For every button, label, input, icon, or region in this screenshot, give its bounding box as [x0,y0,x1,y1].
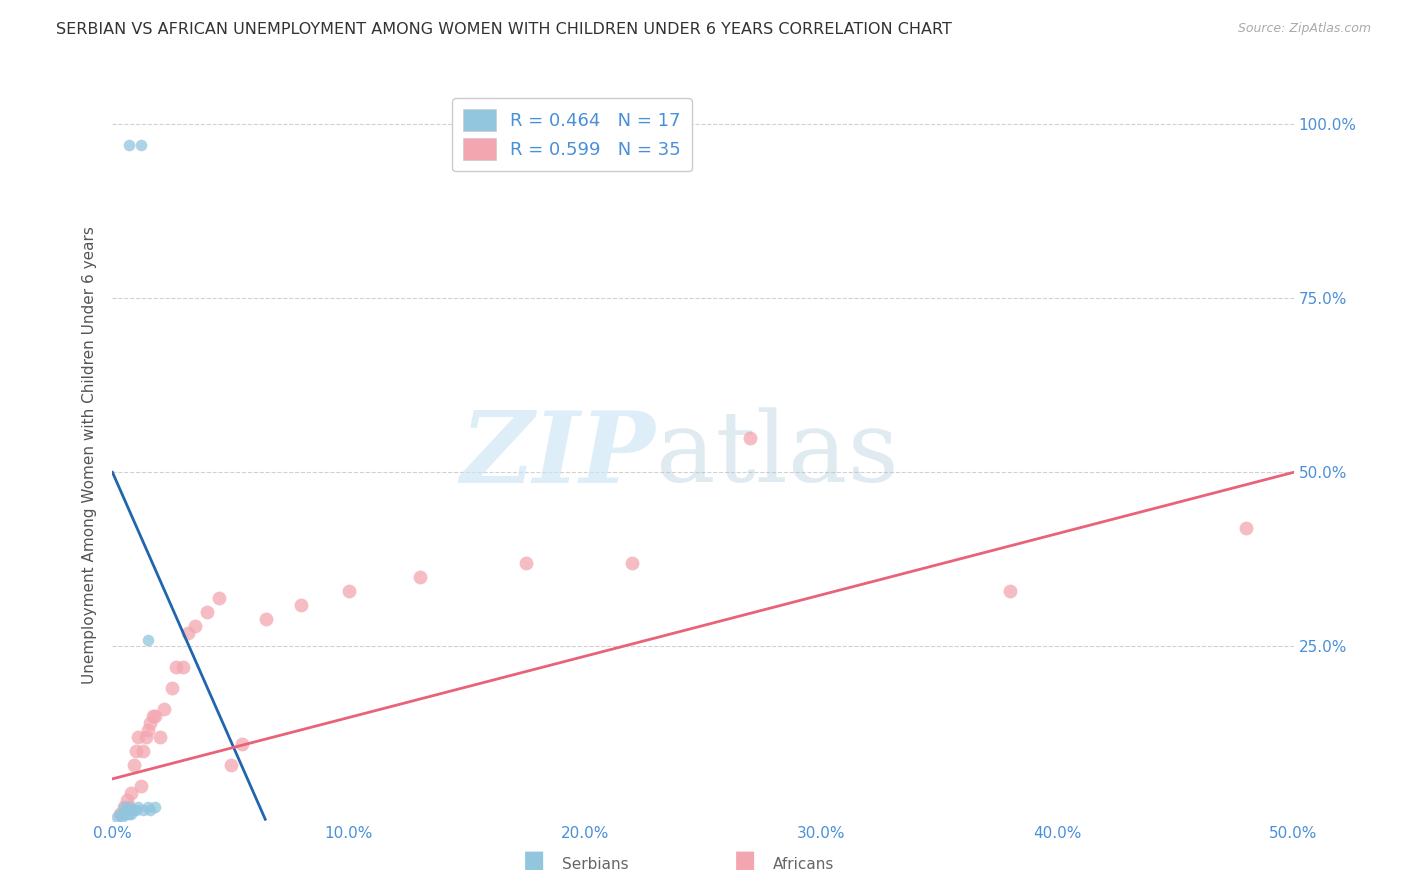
Point [122,758,145,772]
Point [172,660,194,674]
Point [118,799,141,814]
Point [118,799,141,814]
Point [998,583,1021,598]
Point [135,730,157,744]
Point [515,556,537,570]
Point [1234,521,1257,535]
Point [129,137,152,152]
Point [127,799,149,814]
Point [115,793,138,807]
Point [136,799,159,814]
Point [337,583,360,598]
Point [112,799,135,814]
Point [115,803,138,817]
Point [184,618,207,632]
Point [153,702,176,716]
Point [208,591,231,605]
Point [125,744,148,758]
Point [139,716,162,731]
Point [125,803,148,817]
Point [111,810,134,824]
Point [143,799,166,814]
Point [136,632,159,647]
Point [115,806,138,821]
Point [160,681,183,696]
Text: ■: ■ [734,848,756,872]
Point [112,799,135,814]
Text: ■: ■ [523,848,546,872]
Point [120,806,142,821]
Point [143,709,166,723]
Y-axis label: Unemployment Among Women with Children Under 6 years: Unemployment Among Women with Children U… [82,226,97,684]
Point [231,737,253,751]
Point [127,730,149,744]
Point [132,744,155,758]
Point [254,612,277,626]
Point [129,779,152,793]
Point [132,803,155,817]
Text: Serbians: Serbians [562,857,628,872]
Point [118,806,141,821]
Point [136,723,159,737]
Point [112,806,135,821]
Text: ZIP: ZIP [461,407,655,503]
Point [740,430,762,444]
Point [219,758,242,772]
Point [105,810,128,824]
Point [122,803,145,817]
Point [139,803,162,817]
Point [120,786,142,800]
Text: atlas: atlas [655,407,898,503]
Point [108,806,131,821]
Point [142,709,165,723]
Point [108,806,131,821]
Point [290,598,312,612]
Point [621,556,644,570]
Text: Africans: Africans [773,857,835,872]
Point [177,625,200,640]
Point [118,137,141,152]
Point [149,730,172,744]
Text: Source: ZipAtlas.com: Source: ZipAtlas.com [1237,22,1371,36]
Point [408,570,430,584]
Point [195,605,218,619]
Legend: R = 0.464   N = 17, R = 0.599   N = 35: R = 0.464 N = 17, R = 0.599 N = 35 [453,98,692,171]
Text: SERBIAN VS AFRICAN UNEMPLOYMENT AMONG WOMEN WITH CHILDREN UNDER 6 YEARS CORRELAT: SERBIAN VS AFRICAN UNEMPLOYMENT AMONG WO… [56,22,952,37]
Point [165,660,187,674]
